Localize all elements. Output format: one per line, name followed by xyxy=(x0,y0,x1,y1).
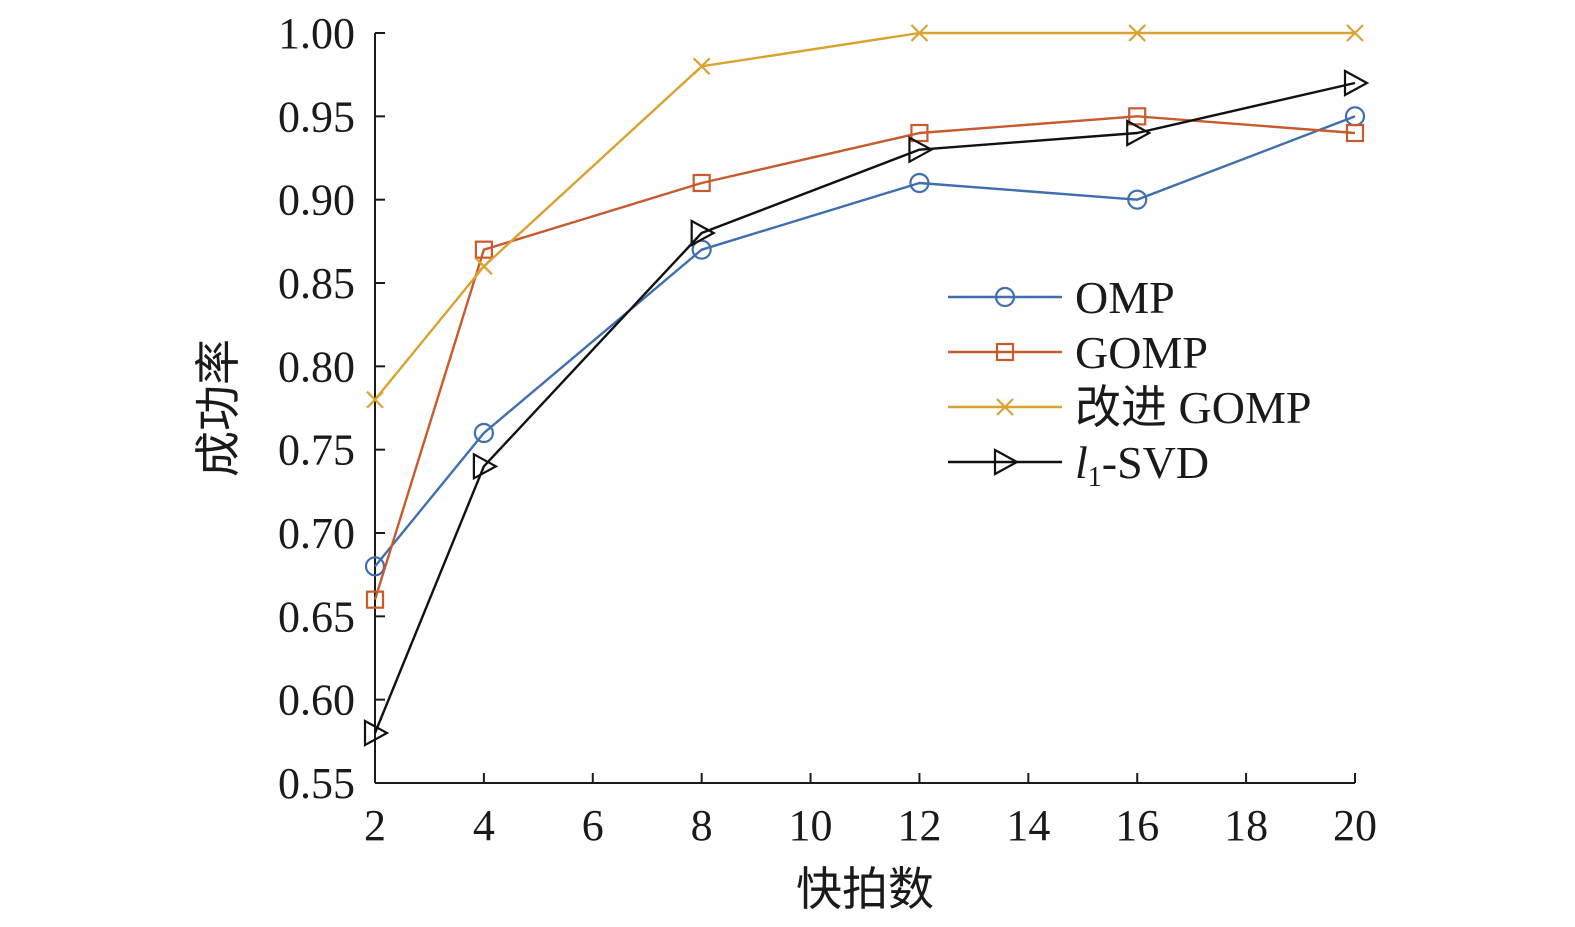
series-2 xyxy=(365,107,1365,609)
y-tick-label: 0.65 xyxy=(278,592,355,641)
series-line xyxy=(374,31,1355,401)
data-point xyxy=(1346,24,1364,42)
data-point xyxy=(690,219,716,247)
series-4 xyxy=(363,69,1370,747)
data-point xyxy=(364,556,386,577)
legend-label: GOMP xyxy=(1075,327,1208,378)
data-point xyxy=(1128,24,1146,42)
y-tick-label: 0.90 xyxy=(278,176,355,225)
data-point xyxy=(1343,69,1370,97)
x-tick-label: 6 xyxy=(582,801,604,850)
legend-label: OMP xyxy=(1075,272,1175,323)
x-tick-label: 14 xyxy=(1006,801,1050,850)
data-point xyxy=(910,24,929,42)
data-point xyxy=(692,57,711,76)
legend-label: l1-SVD xyxy=(1075,437,1209,493)
data-point xyxy=(366,390,384,409)
data-point xyxy=(1126,119,1152,147)
data-point xyxy=(1128,107,1147,126)
y-tick-label: 0.75 xyxy=(278,426,355,475)
x-tick-label: 4 xyxy=(473,801,495,850)
y-tick-label: 0.60 xyxy=(278,676,355,725)
data-point xyxy=(1345,123,1365,143)
data-point xyxy=(909,172,930,194)
legend-label: 改进 GOMP xyxy=(1075,382,1311,433)
legend-entry: GOMP xyxy=(948,327,1208,378)
y-tick-label: 0.95 xyxy=(278,92,355,141)
series-line xyxy=(373,81,1356,734)
data-point xyxy=(365,590,385,609)
data-point xyxy=(475,257,493,276)
x-tick-label: 8 xyxy=(691,801,713,850)
legend-entry: OMP xyxy=(948,272,1175,323)
data-point xyxy=(472,452,499,481)
legend-entry: l1-SVD xyxy=(948,437,1209,493)
legend-marker xyxy=(995,342,1015,362)
x-axis-title: 快拍数 xyxy=(796,864,934,915)
data-point xyxy=(473,422,494,444)
axes: 0.55 0.60 0.65 0.70 0.75 0.80 0.85 0.90 0.95 1.00… xyxy=(278,9,1377,850)
x-tick-label: 20 xyxy=(1333,801,1377,850)
legend-marker xyxy=(993,448,1020,476)
series-1 xyxy=(364,106,1366,577)
data-point xyxy=(692,173,711,193)
data-point xyxy=(474,240,493,259)
data-point xyxy=(1127,189,1148,210)
data-point xyxy=(363,719,390,747)
y-tick-label: 0.85 xyxy=(278,259,355,308)
y-axis-title: 成功率 xyxy=(193,339,244,477)
series-line xyxy=(373,115,1356,601)
data-point xyxy=(910,123,929,143)
x-tick-label: 12 xyxy=(897,801,941,850)
x-tick-label: 2 xyxy=(364,801,386,850)
series-layer xyxy=(363,24,1370,747)
legend-entry: 改进 GOMP xyxy=(948,382,1311,433)
y-tick-label: 0.70 xyxy=(278,509,355,558)
y-tick-label: 1.00 xyxy=(278,9,355,58)
legend-marker xyxy=(994,286,1016,308)
x-tick-label: 18 xyxy=(1224,801,1268,850)
legend-marker xyxy=(996,398,1014,416)
data-point xyxy=(908,135,934,164)
x-tick-label: 10 xyxy=(789,801,833,850)
series-line xyxy=(374,115,1356,568)
y-tick-label: 0.55 xyxy=(278,759,355,808)
series-3 xyxy=(366,24,1364,409)
x-tick-label: 16 xyxy=(1115,801,1159,850)
y-tick-label: 0.80 xyxy=(278,342,355,391)
